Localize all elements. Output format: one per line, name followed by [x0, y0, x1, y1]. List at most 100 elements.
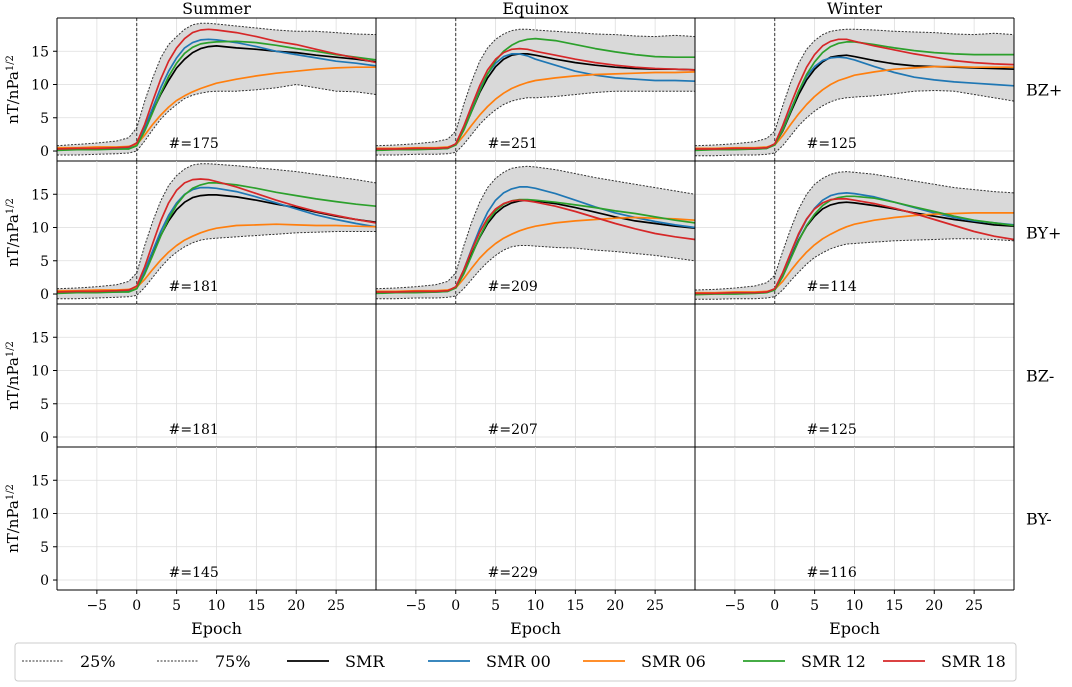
- y-tick-label: 10: [31, 221, 49, 237]
- legend-item-smr-00: SMR 00: [428, 652, 551, 671]
- series-smr-18: [57, 178, 376, 293]
- panel-bz-summer: #=181 0 5 10 15 nT/nPa1/2: [4, 304, 376, 448]
- count-label: #=229: [488, 565, 538, 581]
- x-tick-label: 0: [451, 598, 460, 614]
- count-label: #=209: [488, 279, 538, 295]
- x-tick-label: −5: [406, 598, 427, 614]
- panel-bz-equinox: #=251 Equinox: [375, 0, 695, 162]
- panel-by-winter: #=116 −5 0 5 10 15 20 25 Epoch BY-: [694, 447, 1052, 638]
- series-smr-18: [376, 199, 695, 293]
- x-tick-label: 25: [646, 598, 664, 614]
- x-tick-label: 20: [925, 598, 943, 614]
- legend-item-75: 75%: [157, 652, 251, 671]
- panel-by-winter: #=114 BY+: [694, 161, 1061, 305]
- x-tick-label: 25: [965, 598, 983, 614]
- panel-by-equinox: #=229 −5 0 5 10 15 20 25 Epoch: [375, 447, 695, 638]
- x-tick-label: 5: [810, 598, 819, 614]
- panel-by-summer: #=145 0 5 10 15 nT/nPa1/2 −5 0 5 10 15 20 25 Epoch: [4, 447, 376, 638]
- x-axis-label: Epoch: [829, 619, 880, 638]
- quartile-band: [57, 163, 376, 299]
- y-tick-label: 15: [31, 330, 49, 346]
- legend-item-25: 25%: [22, 652, 116, 671]
- y-axis-label: nT/nPa1/2: [4, 484, 22, 553]
- x-tick-label: 20: [606, 598, 624, 614]
- y-tick-label: 0: [40, 287, 49, 303]
- count-label: #=145: [169, 565, 219, 581]
- legend: 25% 75% SMR SMR 00 SMR 06 SMR 12 SMR 18: [14, 642, 1017, 682]
- legend-label: SMR 00: [486, 652, 551, 671]
- series-smr-18: [376, 47, 695, 150]
- series-smr-18: [57, 28, 376, 150]
- x-tick-label: 25: [327, 598, 345, 614]
- line-75-percent: [695, 171, 1014, 291]
- panel-bz-equinox: #=207: [375, 304, 695, 448]
- y-tick-label: 5: [40, 111, 49, 127]
- legend-label: SMR 06: [641, 652, 706, 671]
- column-title-equinox: Equinox: [502, 0, 568, 18]
- legend-label: 75%: [215, 652, 251, 671]
- count-label: #=181: [169, 279, 219, 295]
- y-tick-label: 0: [40, 430, 49, 446]
- y-tick-label: 0: [40, 573, 49, 589]
- x-tick-label: 0: [770, 598, 779, 614]
- count-label: #=207: [488, 422, 538, 438]
- y-tick-label: 15: [31, 473, 49, 489]
- legend-label: SMR 12: [801, 652, 866, 671]
- series-smr-18: [695, 198, 1014, 295]
- row-label-by: BY-: [1026, 510, 1052, 529]
- legend-frame: [14, 642, 1017, 682]
- y-axis-label: nT/nPa1/2: [4, 341, 22, 410]
- x-tick-label: 15: [885, 598, 903, 614]
- quartile-band: [695, 171, 1014, 300]
- line-75-percent: [376, 165, 695, 290]
- line-25-percent: [695, 89, 1014, 157]
- line-75-percent: [376, 28, 695, 147]
- row-label-bz: BZ-: [1026, 367, 1054, 386]
- panel-by-equinox: #=209: [375, 161, 695, 305]
- line-75-percent: [57, 22, 376, 147]
- y-tick-label: 10: [31, 507, 49, 523]
- x-tick-label: 5: [491, 598, 500, 614]
- x-tick-label: 10: [527, 598, 545, 614]
- x-tick-label: 15: [566, 598, 584, 614]
- y-axis-label: nT/nPa1/2: [4, 198, 22, 267]
- count-label: #=114: [807, 279, 857, 295]
- x-tick-label: 0: [132, 598, 141, 614]
- y-tick-label: 10: [31, 78, 49, 94]
- count-label: #=175: [169, 136, 219, 152]
- x-tick-label: 10: [846, 598, 864, 614]
- line-75-percent: [57, 163, 376, 290]
- x-axis-label: Epoch: [510, 619, 561, 638]
- line-25-percent: [57, 83, 376, 156]
- legend-item-smr-06: SMR 06: [583, 652, 706, 671]
- legend-label: SMR: [345, 652, 385, 671]
- x-tick-label: 10: [208, 598, 226, 614]
- panel-bz-winter: #=125 Winter BZ+: [694, 0, 1062, 162]
- row-label-by: BY+: [1026, 224, 1061, 243]
- x-tick-label: 15: [247, 598, 265, 614]
- x-tick-label: −5: [725, 598, 746, 614]
- y-tick-label: 10: [31, 364, 49, 380]
- x-axis-label: Epoch: [191, 619, 242, 638]
- count-label: #=116: [807, 565, 857, 581]
- legend-item-smr-12: SMR 12: [743, 652, 866, 671]
- line-75-percent: [695, 28, 1014, 147]
- panel-by-summer: #=181 0 5 10 15 nT/nPa1/2: [4, 161, 376, 305]
- quartile-band: [695, 29, 1014, 156]
- y-tick-label: 15: [31, 44, 49, 60]
- line-25-percent: [376, 90, 695, 156]
- row-label-bz: BZ+: [1026, 81, 1062, 100]
- y-tick-label: 5: [40, 540, 49, 556]
- count-label: #=181: [169, 422, 219, 438]
- y-tick-label: 5: [40, 397, 49, 413]
- column-title-summer: Summer: [182, 0, 251, 18]
- series-smr-18: [695, 38, 1014, 150]
- count-label: #=125: [807, 136, 857, 152]
- panel-bz-winter: #=125 BZ-: [694, 304, 1054, 448]
- count-label: #=125: [807, 422, 857, 438]
- quartile-band: [57, 23, 376, 155]
- y-tick-label: 5: [40, 254, 49, 270]
- legend-label: 25%: [80, 652, 116, 671]
- quartile-band: [376, 166, 695, 299]
